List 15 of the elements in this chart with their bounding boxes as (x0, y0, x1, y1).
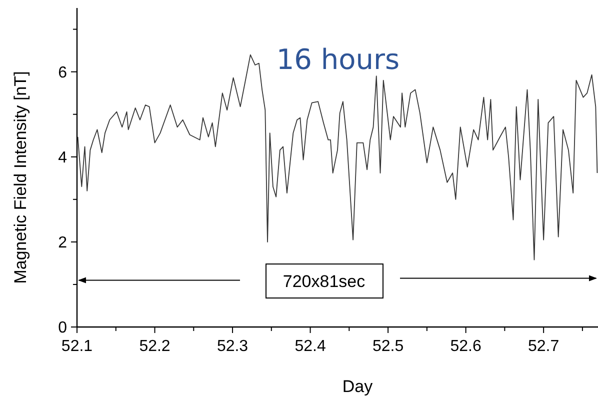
x-axis-title: Day (342, 377, 374, 396)
x-tick-label: 52.6 (450, 338, 482, 355)
y-axis-title: Magnetic Field Intensity [nT] (11, 71, 30, 284)
x-tick-label: 52.1 (61, 338, 93, 355)
y-tick-label: 2 (58, 234, 68, 252)
x-tick-label: 52.5 (372, 338, 404, 355)
y-tick-label: 4 (58, 149, 68, 166)
x-tick-label: 52.7 (528, 338, 560, 355)
x-tick-label: 52.3 (216, 338, 248, 355)
y-tick-label: 6 (58, 64, 68, 82)
annotation: 720x81sec (282, 272, 366, 291)
x-tick-label: 52.2 (139, 338, 170, 355)
x-tick-label: 52.4 (294, 338, 326, 355)
y-tick-label: 0 (58, 320, 68, 337)
text: 16 hours (276, 43, 400, 76)
